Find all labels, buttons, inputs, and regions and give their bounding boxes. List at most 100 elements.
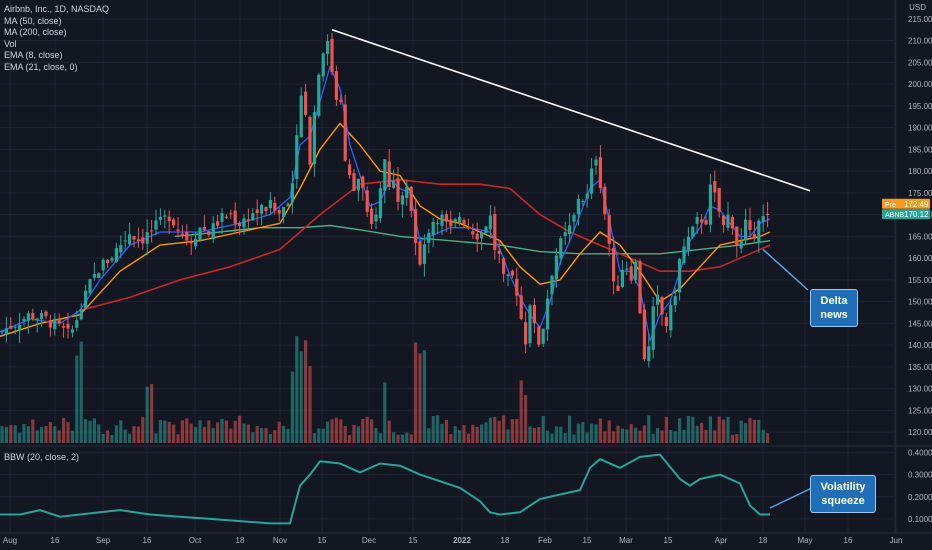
y-tick-label: 205.00 [908,58,932,67]
bbw-tick-label: 0.2000 [908,493,932,502]
candle-body [422,244,426,264]
volume-bar [726,416,730,443]
x-tick-label: Nov [273,536,287,545]
volume-bar [374,428,378,443]
annotation-arrows [762,248,813,509]
candle-body [484,226,488,234]
y-tick-label: 155.00 [908,276,932,285]
candle-body [356,178,360,191]
candle-body [673,296,677,306]
y-tick-label: 120.00 [908,428,932,437]
bbw-legend[interactable]: BBW (20, close, 2) [4,452,80,462]
volume-bar [502,415,506,443]
x-tick-label: Aug [3,536,17,545]
volume-bar [576,423,580,443]
candle-body [26,313,30,321]
volume-bar [660,430,664,443]
volume-bar [409,434,413,443]
candle-body [185,232,189,241]
candle-body [365,190,369,212]
y-tick-label: 135.00 [908,363,932,372]
candle-body [128,234,132,245]
volume-bar [268,433,272,443]
candle-body [682,246,686,264]
volume-bar [172,424,176,443]
volume-bar [396,434,400,443]
candle-body [612,248,616,282]
volume-bar [546,430,550,443]
volume-bar [594,424,598,443]
volume-bar [418,353,422,443]
legend-ma50[interactable]: MA (50, close) [4,15,62,26]
volume-bar [585,432,589,443]
candle-body [110,258,114,261]
candle-body [730,217,734,229]
candle-body [18,324,22,331]
candle-body [57,319,61,323]
candle-body [598,157,602,188]
bbw-tick-label: 0.3000 [908,471,932,480]
volume-bar [440,423,444,443]
volume-bar [744,423,748,443]
legend-vol[interactable]: Vol [4,38,17,49]
candle-body [66,323,70,329]
volume-bar [290,371,294,443]
candle-body [471,231,475,235]
candle-body [392,180,396,188]
volume-bar [202,426,206,443]
candle-body [106,259,110,264]
volume-bar [400,434,404,443]
candle-body [678,259,682,293]
candle-body [158,216,162,220]
legend-ma200[interactable]: MA (200, close) [4,27,67,37]
volume-bar [238,415,242,443]
ema8-line [0,66,771,342]
volume-bar [136,426,140,443]
candle-body [396,178,400,202]
candle-body [264,207,268,211]
volume-bar [383,382,387,443]
candle-body [233,210,237,224]
volume-bar [264,428,268,443]
candle-body [304,91,308,115]
volume-bar [695,425,699,443]
indicator-legend: Airbnb, Inc., 1D, NASDAQ MA (50, close) … [4,4,109,73]
volume-bar [686,415,690,443]
candle-body [62,326,66,328]
candle-body [647,346,651,362]
volume-bar [4,426,8,443]
volume-bar [625,429,629,443]
candle-body [418,241,422,265]
volume-bar [132,426,136,443]
candle-body [524,322,528,345]
candle-body [92,273,96,278]
volume-bar [114,425,118,443]
candle-body [581,200,585,202]
volume-bar [528,426,532,443]
volume-bar [524,394,528,443]
candle-body [321,53,325,77]
volume-bar [145,386,149,443]
volume-bar [106,430,110,443]
candle-body [172,219,176,226]
volume-bar [88,420,92,443]
legend-ema21[interactable]: EMA (21, close, 0) [4,61,78,72]
candle-body [251,213,255,220]
volume-bar [167,421,171,443]
volume-bar [414,342,418,443]
symbol-title: Airbnb, Inc., 1D, NASDAQ [4,4,110,14]
candle-body [141,237,145,244]
candle-body [299,95,303,138]
volume-bar [735,434,739,443]
volume-bar [326,421,330,443]
volume-bar [53,426,57,443]
volume-bar [581,422,585,443]
candle-body [343,104,347,161]
candle-body [431,222,435,235]
volume-bar [422,350,426,443]
legend-ema8[interactable]: EMA (8, close) [4,50,63,60]
candle-body [326,41,330,54]
volume-bar [656,428,660,443]
candle-body [268,200,272,209]
